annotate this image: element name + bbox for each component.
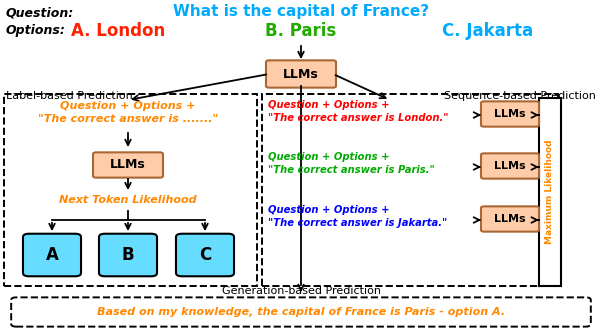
Text: B. Paris: B. Paris — [265, 22, 337, 40]
Text: B: B — [122, 246, 134, 264]
Text: LLMs: LLMs — [494, 161, 526, 171]
Text: "The correct answer is London.": "The correct answer is London." — [268, 113, 448, 123]
Text: Sequence-based Prediction: Sequence-based Prediction — [444, 91, 596, 101]
FancyBboxPatch shape — [93, 153, 163, 178]
FancyBboxPatch shape — [99, 234, 157, 276]
FancyBboxPatch shape — [176, 234, 234, 276]
FancyBboxPatch shape — [23, 234, 81, 276]
Text: Question + Options +: Question + Options + — [268, 152, 389, 162]
Text: C. Jakarta: C. Jakarta — [442, 22, 533, 40]
Text: LLMs: LLMs — [110, 158, 146, 172]
Text: Based on my knowledge, the capital of France is Paris - option A.: Based on my knowledge, the capital of Fr… — [97, 307, 505, 317]
Text: Question + Options +: Question + Options + — [268, 205, 389, 215]
Text: What is the capital of France?: What is the capital of France? — [173, 4, 429, 19]
Bar — [539, 98, 561, 286]
Text: "The correct answer is Jakarta.": "The correct answer is Jakarta." — [268, 218, 447, 228]
Text: Label-based Prediction: Label-based Prediction — [6, 91, 133, 101]
Text: LLMs: LLMs — [494, 109, 526, 119]
Text: A: A — [46, 246, 58, 264]
Text: "The correct answer is .......": "The correct answer is ......." — [38, 114, 218, 124]
Bar — [16, 300, 586, 324]
Text: Question + Options +: Question + Options + — [268, 100, 389, 110]
FancyBboxPatch shape — [481, 101, 539, 127]
Text: Maximum Likelihood: Maximum Likelihood — [545, 140, 554, 244]
Bar — [262, 94, 558, 286]
Text: LLMs: LLMs — [283, 68, 319, 80]
Text: C: C — [199, 246, 211, 264]
Text: LLMs: LLMs — [494, 214, 526, 224]
Text: Next Token Likelihood: Next Token Likelihood — [59, 195, 197, 205]
FancyBboxPatch shape — [481, 154, 539, 179]
Text: Generation-based Prediction: Generation-based Prediction — [222, 286, 380, 296]
Text: Question + Options +: Question + Options + — [60, 101, 196, 111]
FancyBboxPatch shape — [481, 206, 539, 232]
FancyBboxPatch shape — [266, 60, 336, 88]
Text: Question:: Question: — [6, 7, 74, 20]
Text: A. London: A. London — [71, 22, 165, 40]
FancyBboxPatch shape — [11, 297, 591, 327]
Text: Options:: Options: — [6, 24, 66, 37]
Text: "The correct answer is Paris.": "The correct answer is Paris." — [268, 165, 435, 175]
Bar — [4, 94, 257, 286]
